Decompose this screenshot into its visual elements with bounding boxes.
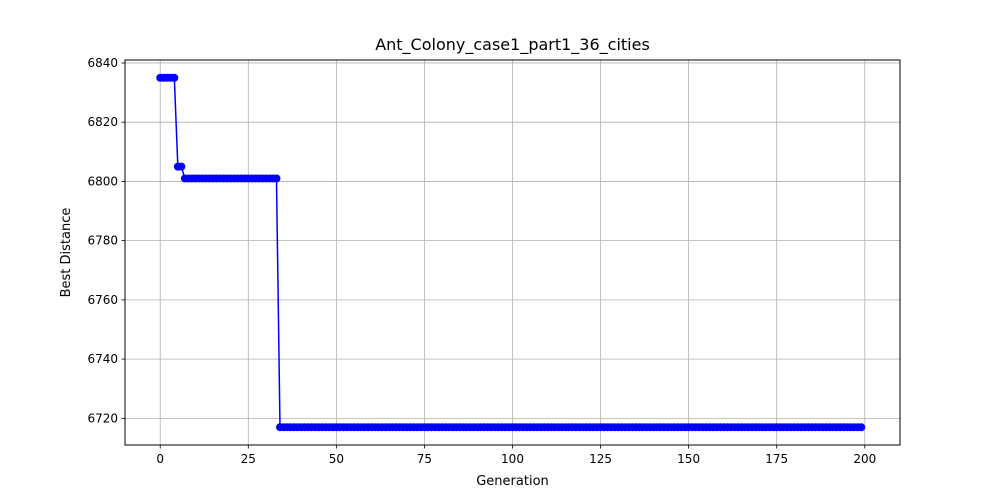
y-axis-title: Best Distance: [59, 208, 74, 298]
x-tick-label: 0: [156, 452, 164, 466]
chart-title: Ant_Colony_case1_part1_36_cities: [375, 35, 650, 55]
y-tick-label: 6780: [87, 234, 118, 248]
x-tick-label: 50: [329, 452, 344, 466]
x-tick-label: 75: [417, 452, 432, 466]
y-tick-label: 6800: [87, 174, 118, 188]
grid: [125, 60, 900, 445]
data-point: [170, 73, 179, 82]
data-point: [857, 423, 866, 432]
y-tick-label: 6720: [87, 411, 118, 425]
y-tick-label: 6820: [87, 115, 118, 129]
x-tick-label: 175: [765, 452, 788, 466]
ticks: 0 25 50 75 100 125 150 175 200 6720 6740 6760 6780 68…: [87, 56, 876, 466]
data-point: [177, 162, 186, 171]
y-tick-label: 6840: [87, 56, 118, 70]
x-tick-label: 200: [853, 452, 876, 466]
x-tick-label: 100: [501, 452, 524, 466]
x-tick-label: 150: [677, 452, 700, 466]
series-layer: [156, 73, 866, 432]
x-tick-label: 25: [241, 452, 256, 466]
y-tick-label: 6740: [87, 352, 118, 366]
x-tick-label: 125: [589, 452, 612, 466]
y-tick-label: 6760: [87, 293, 118, 307]
x-axis-title: Generation: [476, 474, 549, 489]
data-point: [272, 174, 281, 183]
